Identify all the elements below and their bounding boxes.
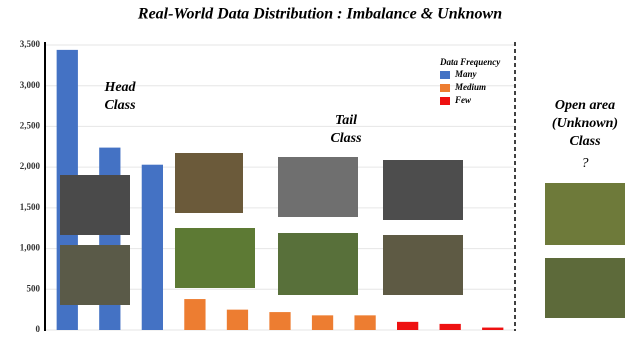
- photo: [175, 153, 243, 213]
- annotation: Tail: [335, 113, 357, 128]
- bar: [269, 312, 290, 330]
- bar: [354, 315, 375, 330]
- y-tick-label: 2,000: [20, 161, 41, 171]
- bar: [227, 310, 248, 330]
- annotation: Class: [104, 98, 136, 113]
- bar: [440, 324, 461, 330]
- y-tick-label: 3,500: [20, 39, 41, 49]
- y-tick-label: 1,500: [20, 202, 41, 212]
- chart: Real-World Data Distribution : Imbalance…: [0, 0, 639, 335]
- photo: [60, 175, 130, 235]
- annotation: ?: [582, 156, 589, 171]
- y-tick-label: 3,000: [20, 80, 41, 90]
- photo: [545, 183, 625, 245]
- legend-swatch: [440, 97, 450, 105]
- legend-swatch: [440, 84, 450, 92]
- bar: [312, 315, 333, 330]
- annotation: Class: [330, 131, 362, 146]
- y-tick-label: 1,000: [20, 243, 41, 253]
- photo: [278, 157, 358, 217]
- legend: Data Frequency Many Medium Few: [439, 57, 501, 105]
- legend-swatch: [440, 71, 450, 79]
- legend-title: Data Frequency: [439, 57, 501, 67]
- y-tick-label: 500: [27, 283, 41, 293]
- legend-label: Few: [454, 95, 472, 105]
- bar: [397, 322, 418, 330]
- annotation: (Unknown): [552, 116, 618, 131]
- photo: [60, 245, 130, 305]
- annotation: Open area: [555, 98, 615, 113]
- annotation: Class: [569, 134, 601, 149]
- chart-title: Real-World Data Distribution : Imbalance…: [137, 6, 502, 23]
- y-tick-label: 2,500: [20, 120, 41, 130]
- y-tick-label: 0: [36, 324, 41, 334]
- annotation: Head: [103, 80, 136, 95]
- photo: [175, 228, 255, 288]
- legend-label: Many: [454, 69, 478, 79]
- photo: [545, 258, 625, 318]
- bar: [482, 328, 503, 330]
- bar: [142, 165, 163, 330]
- photo: [383, 160, 463, 220]
- photo: [383, 235, 463, 295]
- bar: [184, 299, 205, 330]
- photo: [278, 233, 358, 295]
- legend-label: Medium: [454, 82, 486, 92]
